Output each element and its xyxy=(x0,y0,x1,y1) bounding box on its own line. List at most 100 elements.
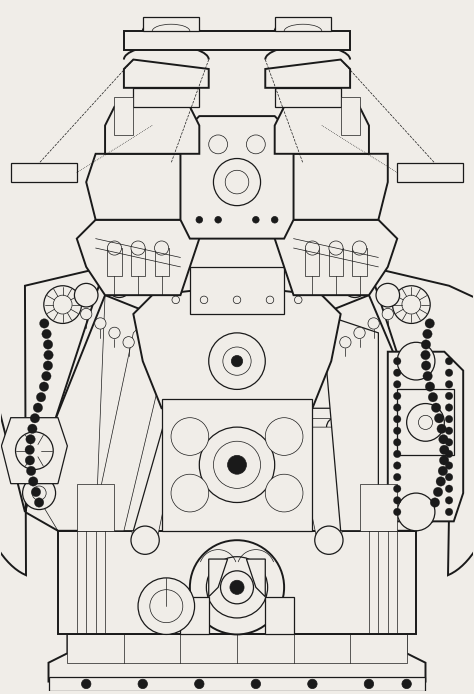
Circle shape xyxy=(33,403,43,412)
Circle shape xyxy=(138,578,195,634)
Bar xyxy=(359,484,397,531)
Circle shape xyxy=(231,355,243,367)
Circle shape xyxy=(393,392,401,400)
Circle shape xyxy=(393,508,401,516)
Circle shape xyxy=(230,580,244,594)
Polygon shape xyxy=(96,408,181,446)
Circle shape xyxy=(44,286,82,323)
Circle shape xyxy=(354,327,365,339)
Circle shape xyxy=(327,418,346,437)
Circle shape xyxy=(228,455,246,474)
Circle shape xyxy=(445,497,453,504)
Circle shape xyxy=(35,498,44,507)
Circle shape xyxy=(171,474,209,512)
Polygon shape xyxy=(0,267,105,575)
Circle shape xyxy=(233,296,241,304)
Circle shape xyxy=(209,135,228,154)
Polygon shape xyxy=(181,116,293,239)
Bar xyxy=(67,634,407,663)
Polygon shape xyxy=(293,427,359,540)
Bar xyxy=(133,88,199,107)
Polygon shape xyxy=(322,295,449,531)
Circle shape xyxy=(209,333,265,389)
Circle shape xyxy=(25,445,35,455)
Circle shape xyxy=(215,217,221,223)
Circle shape xyxy=(423,371,432,381)
Circle shape xyxy=(445,485,453,493)
Circle shape xyxy=(27,466,36,475)
Circle shape xyxy=(199,427,275,502)
Polygon shape xyxy=(96,314,171,531)
Circle shape xyxy=(253,217,259,223)
Circle shape xyxy=(428,393,438,402)
Circle shape xyxy=(393,357,401,365)
Bar xyxy=(329,248,343,276)
Circle shape xyxy=(44,350,53,359)
Polygon shape xyxy=(246,559,265,597)
Circle shape xyxy=(172,296,180,304)
Circle shape xyxy=(272,217,278,223)
Circle shape xyxy=(445,473,453,481)
Circle shape xyxy=(39,319,49,328)
Circle shape xyxy=(392,286,430,323)
Circle shape xyxy=(393,439,401,446)
Circle shape xyxy=(393,369,401,377)
Circle shape xyxy=(74,283,98,307)
Circle shape xyxy=(343,274,366,298)
Polygon shape xyxy=(77,220,199,295)
Polygon shape xyxy=(1,418,67,484)
Circle shape xyxy=(445,462,453,469)
Circle shape xyxy=(393,404,401,412)
Circle shape xyxy=(195,679,204,688)
Circle shape xyxy=(95,318,106,329)
Bar xyxy=(143,17,199,31)
Polygon shape xyxy=(265,597,293,634)
Circle shape xyxy=(368,318,379,329)
Circle shape xyxy=(131,526,159,555)
Circle shape xyxy=(23,477,55,509)
Circle shape xyxy=(445,380,453,388)
Circle shape xyxy=(223,347,251,375)
Circle shape xyxy=(28,477,38,486)
Circle shape xyxy=(393,497,401,504)
Circle shape xyxy=(30,414,40,423)
Circle shape xyxy=(26,434,35,444)
Circle shape xyxy=(220,571,254,604)
Bar xyxy=(155,248,169,276)
Circle shape xyxy=(190,540,284,634)
Polygon shape xyxy=(209,559,228,597)
Circle shape xyxy=(42,329,51,339)
Bar xyxy=(353,248,366,276)
Circle shape xyxy=(196,217,202,223)
Polygon shape xyxy=(322,314,378,531)
Bar xyxy=(190,267,284,314)
Circle shape xyxy=(445,450,453,458)
Bar xyxy=(48,677,426,691)
Circle shape xyxy=(445,508,453,516)
Bar xyxy=(108,248,121,276)
Polygon shape xyxy=(115,427,181,540)
Circle shape xyxy=(128,418,147,437)
Circle shape xyxy=(305,241,319,255)
Polygon shape xyxy=(265,154,388,220)
Circle shape xyxy=(16,432,53,470)
Circle shape xyxy=(445,427,453,434)
Circle shape xyxy=(425,382,435,391)
Circle shape xyxy=(315,526,343,555)
Polygon shape xyxy=(96,314,190,531)
Polygon shape xyxy=(86,154,209,220)
Circle shape xyxy=(108,274,131,298)
Circle shape xyxy=(308,679,317,688)
Circle shape xyxy=(213,441,261,489)
Circle shape xyxy=(393,380,401,388)
Circle shape xyxy=(246,135,265,154)
Polygon shape xyxy=(388,352,463,521)
Polygon shape xyxy=(293,408,378,446)
Circle shape xyxy=(25,456,35,465)
Bar xyxy=(275,17,331,31)
Circle shape xyxy=(407,403,444,441)
Circle shape xyxy=(425,319,435,328)
Bar xyxy=(58,531,416,634)
Polygon shape xyxy=(397,163,463,182)
Circle shape xyxy=(445,369,453,377)
